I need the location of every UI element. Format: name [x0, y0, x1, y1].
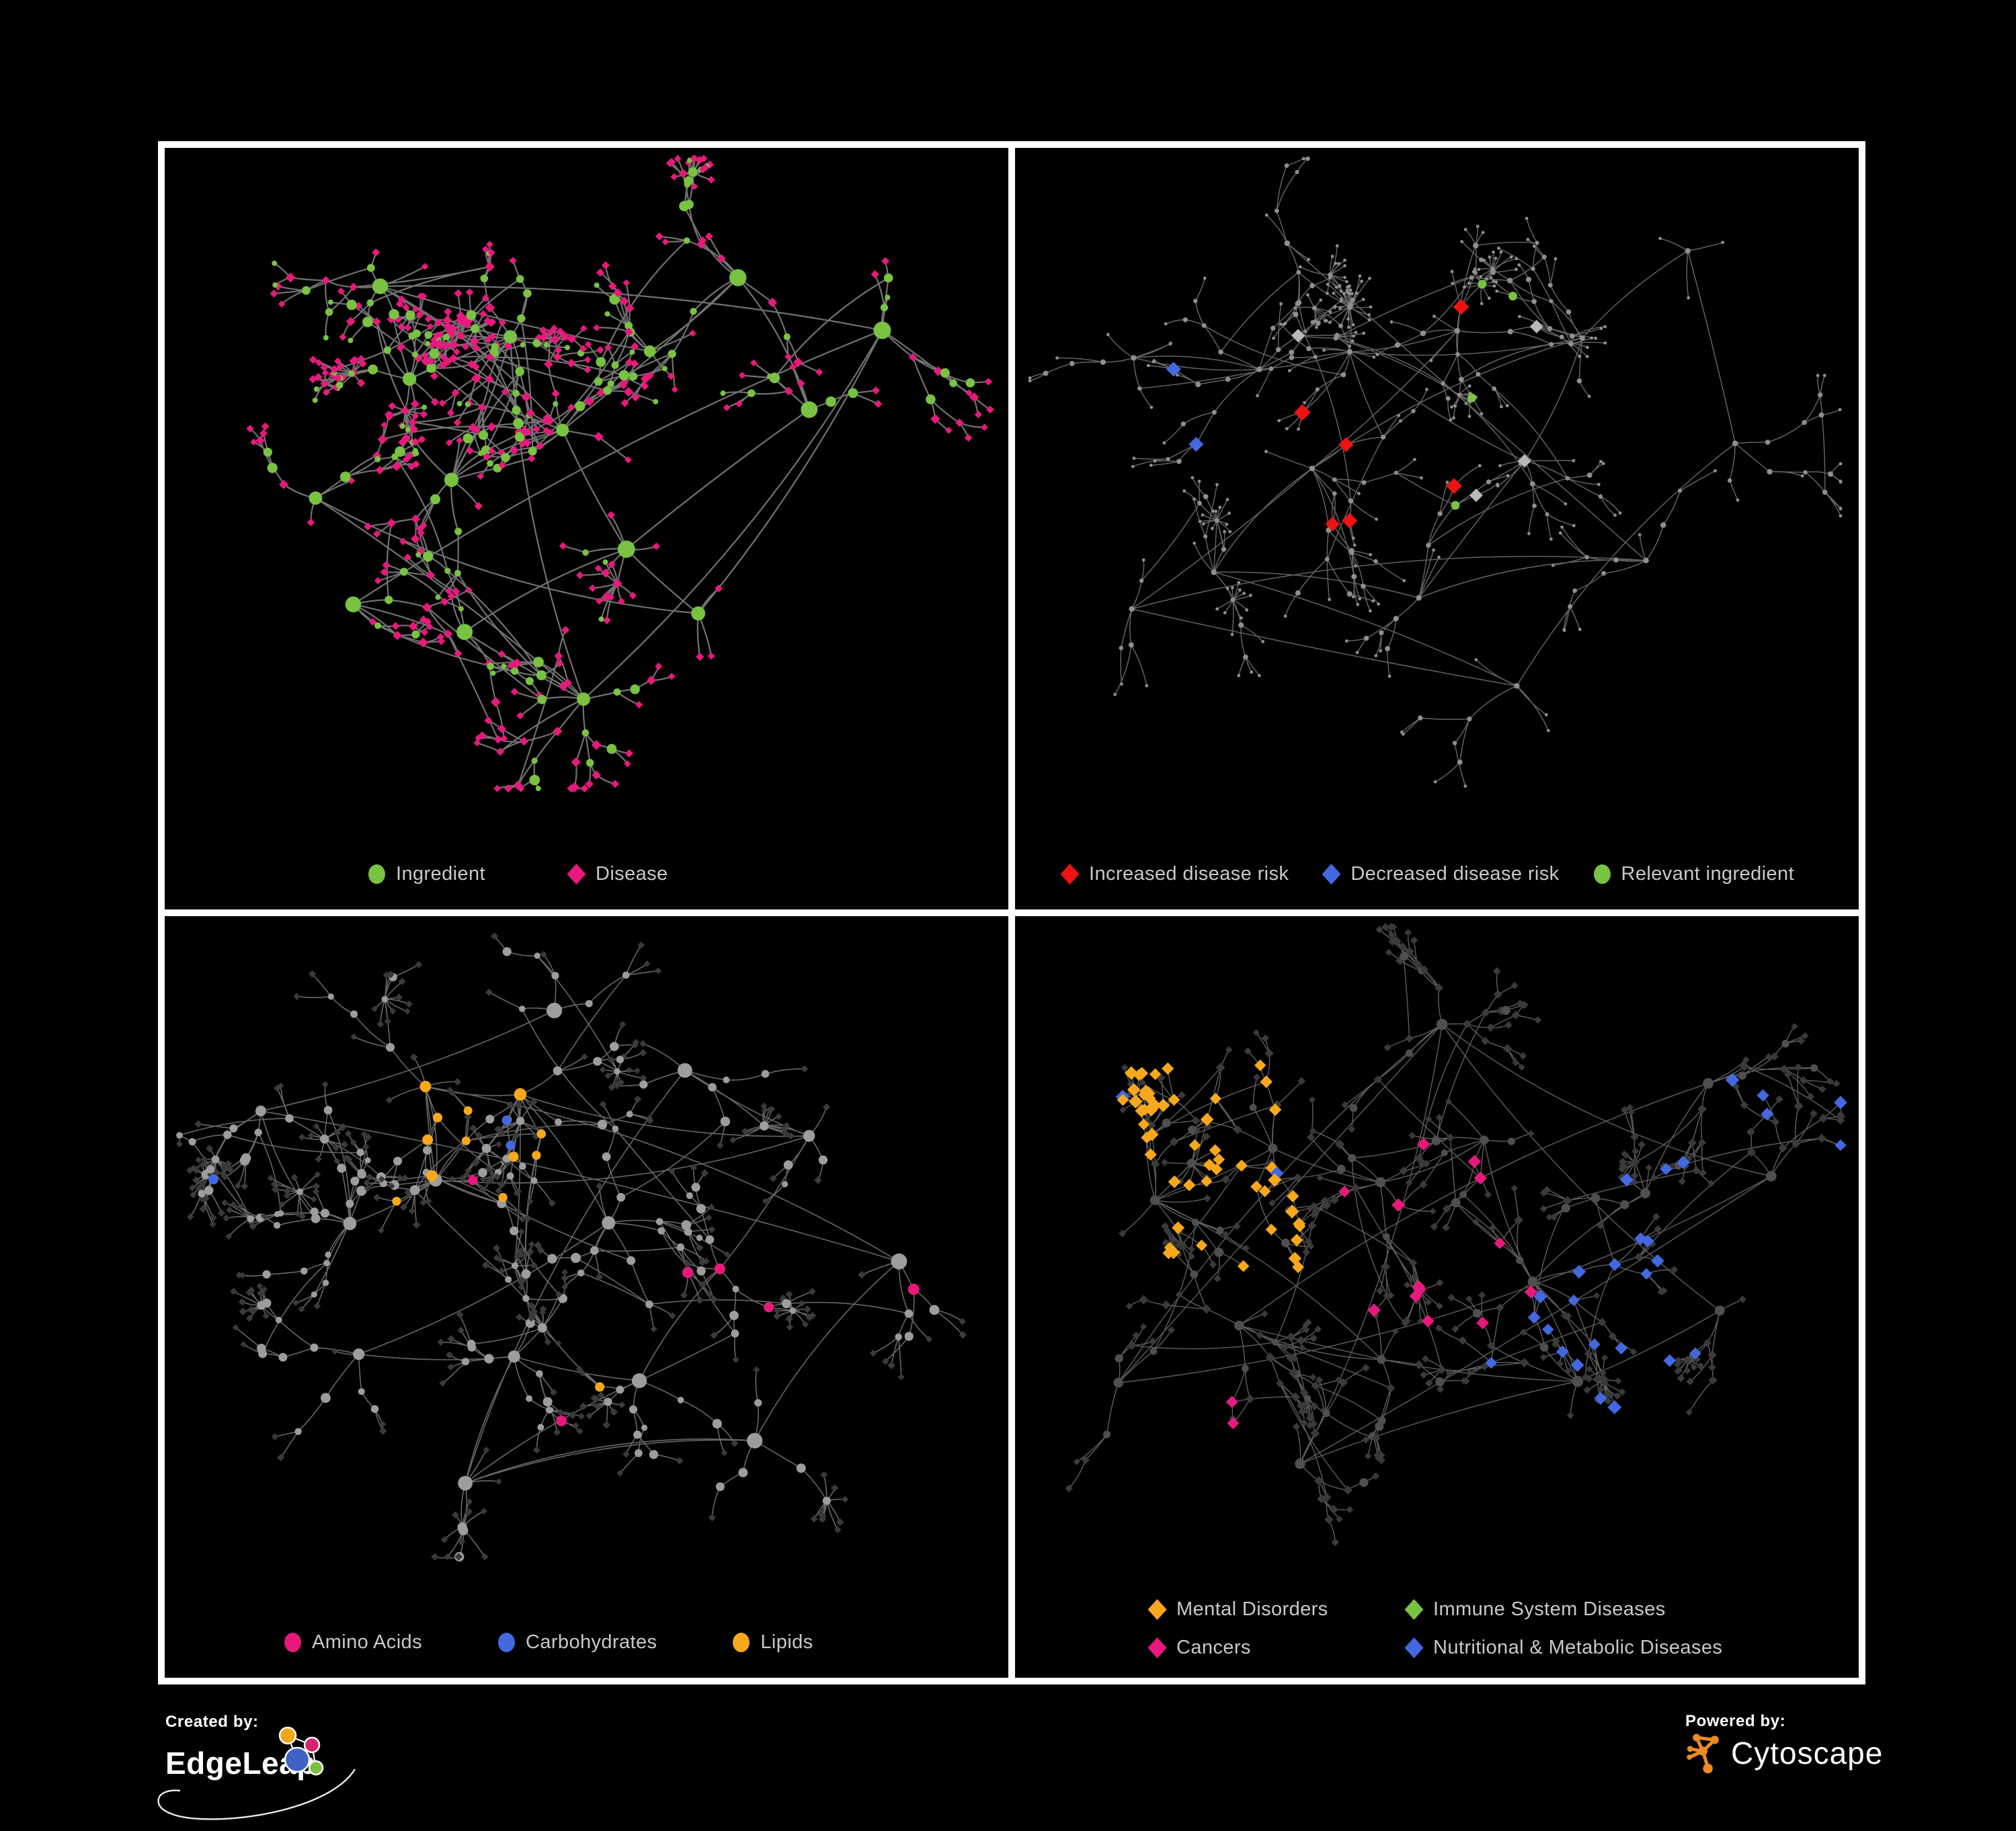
network-nodes-highlighted	[246, 155, 994, 793]
legend-marker-increased-disease-risk-icon	[1060, 864, 1080, 885]
legend-item-lipids: Lipids	[731, 1631, 813, 1654]
network-nodes-base	[1065, 923, 1846, 1547]
legend-marker-cancers-icon	[1147, 1637, 1167, 1658]
legend-item-carbohydrates: Carbohydrates	[496, 1631, 657, 1654]
network-edges	[249, 158, 991, 790]
edgeleap-logo: EdgeLeap	[157, 1726, 356, 1820]
legend-item-decreased-disease-risk: Decreased disease risk	[1321, 863, 1559, 885]
legend-ingredient-disease: Ingredient Disease	[165, 863, 1008, 885]
network-disease-risk	[1015, 148, 1855, 906]
legend-item-immune-system-diseases: Immune System Diseases	[1404, 1598, 1859, 1621]
legend-label-amino-acids: Amino Acids	[312, 1631, 422, 1653]
cytoscape-logo: Cytoscape	[1685, 1732, 1883, 1774]
legend-label-ingredient: Ingredient	[396, 863, 485, 885]
legend-label-increased-disease-risk: Increased disease risk	[1089, 863, 1289, 885]
legend-label-mental-disorders: Mental Disorders	[1176, 1598, 1328, 1620]
legend-label-disease: Disease	[596, 863, 668, 885]
cytoscape-icon	[1687, 1734, 1719, 1774]
legend-item-disease: Disease	[566, 863, 668, 885]
legend-marker-amino-acids-icon	[284, 1633, 301, 1652]
legend-item-ingredient: Ingredient	[366, 863, 485, 885]
legend-label-decreased-disease-risk: Decreased disease risk	[1350, 863, 1560, 885]
legend-marker-disease-icon	[567, 864, 586, 885]
cytoscape-wordmark: Cytoscape	[1731, 1736, 1884, 1771]
legend-label-carbohydrates: Carbohydrates	[525, 1631, 657, 1653]
legend-marker-nutritional-metabolic-diseases-icon	[1404, 1637, 1424, 1658]
legend-nutrient-groups: Amino Acids Carbohydrates Lipids	[165, 1631, 1008, 1654]
panel-disease-groups: Mental Disorders Immune System Diseases Ca…	[1012, 913, 1862, 1681]
edgeleap-attribution: Created by: EdgeLeap	[157, 1713, 356, 1820]
edgeleap-swoosh	[157, 1768, 356, 1820]
panel-ingredient-disease: Ingredient Disease	[161, 145, 1012, 913]
network-ingredient-disease	[165, 148, 1005, 906]
legend-item-cancers: Cancers	[1147, 1637, 1404, 1659]
created-by-label: Created by:	[165, 1713, 259, 1731]
legend-label-nutritional-metabolic-diseases: Nutritional & Metabolic Diseases	[1433, 1637, 1723, 1658]
network-nodes-highlighted	[1115, 1059, 1847, 1430]
legend-marker-mental-disorders-icon	[1147, 1599, 1167, 1620]
legend-item-mental-disorders: Mental Disorders	[1147, 1598, 1404, 1621]
network-svg-ingredient-disease	[246, 155, 994, 793]
network-nutrient-groups	[165, 916, 1005, 1674]
legend-marker-carbohydrates-icon	[497, 1633, 515, 1652]
network-nodes-highlighted	[208, 1081, 920, 1426]
network-edges	[1029, 158, 1841, 786]
panel-grid: Ingredient Disease Increased disease risk…	[158, 141, 1865, 1684]
network-svg-disease-risk	[1028, 156, 1843, 788]
legend-marker-immune-system-diseases-icon	[1404, 1599, 1424, 1620]
network-svg-nutrient-groups	[175, 932, 967, 1562]
network-edges	[179, 936, 963, 1559]
legend-label-relevant-ingredient: Relevant ingredient	[1621, 863, 1795, 885]
legend-marker-decreased-disease-risk-icon	[1322, 864, 1341, 885]
panel-disease-risk: Increased disease risk Decreased disease …	[1012, 145, 1862, 913]
legend-disease-groups: Mental Disorders Immune System Diseases Ca…	[1015, 1598, 1859, 1659]
legend-marker-lipids-icon	[733, 1633, 750, 1652]
legend-label-lipids: Lipids	[760, 1631, 813, 1653]
edgeleap-network-icon	[278, 1726, 324, 1776]
network-svg-disease-groups	[1065, 923, 1847, 1547]
legend-marker-ingredient-icon	[368, 864, 385, 884]
panel-nutrient-groups: Amino Acids Carbohydrates Lipids	[161, 913, 1012, 1681]
legend-disease-risk: Increased disease risk Decreased disease …	[1015, 863, 1859, 885]
legend-item-increased-disease-risk: Increased disease risk	[1059, 863, 1289, 885]
legend-marker-relevant-ingredient-icon	[1593, 864, 1611, 884]
cytoscape-attribution: Powered by: Cytoscape	[1685, 1712, 1883, 1774]
legend-item-nutritional-metabolic-diseases: Nutritional & Metabolic Diseases	[1404, 1637, 1859, 1659]
network-nodes-highlighted	[1166, 280, 1543, 532]
legend-label-cancers: Cancers	[1176, 1637, 1251, 1658]
network-disease-groups	[1015, 916, 1855, 1674]
legend-item-relevant-ingredient: Relevant ingredient	[1592, 863, 1794, 885]
legend-label-immune-system-diseases: Immune System Diseases	[1433, 1598, 1666, 1620]
powered-by-label: Powered by:	[1685, 1712, 1786, 1730]
legend-item-amino-acids: Amino Acids	[282, 1631, 422, 1654]
network-edges	[1068, 926, 1841, 1543]
network-nodes-base	[1028, 156, 1843, 788]
network-nodes-base	[175, 932, 967, 1562]
